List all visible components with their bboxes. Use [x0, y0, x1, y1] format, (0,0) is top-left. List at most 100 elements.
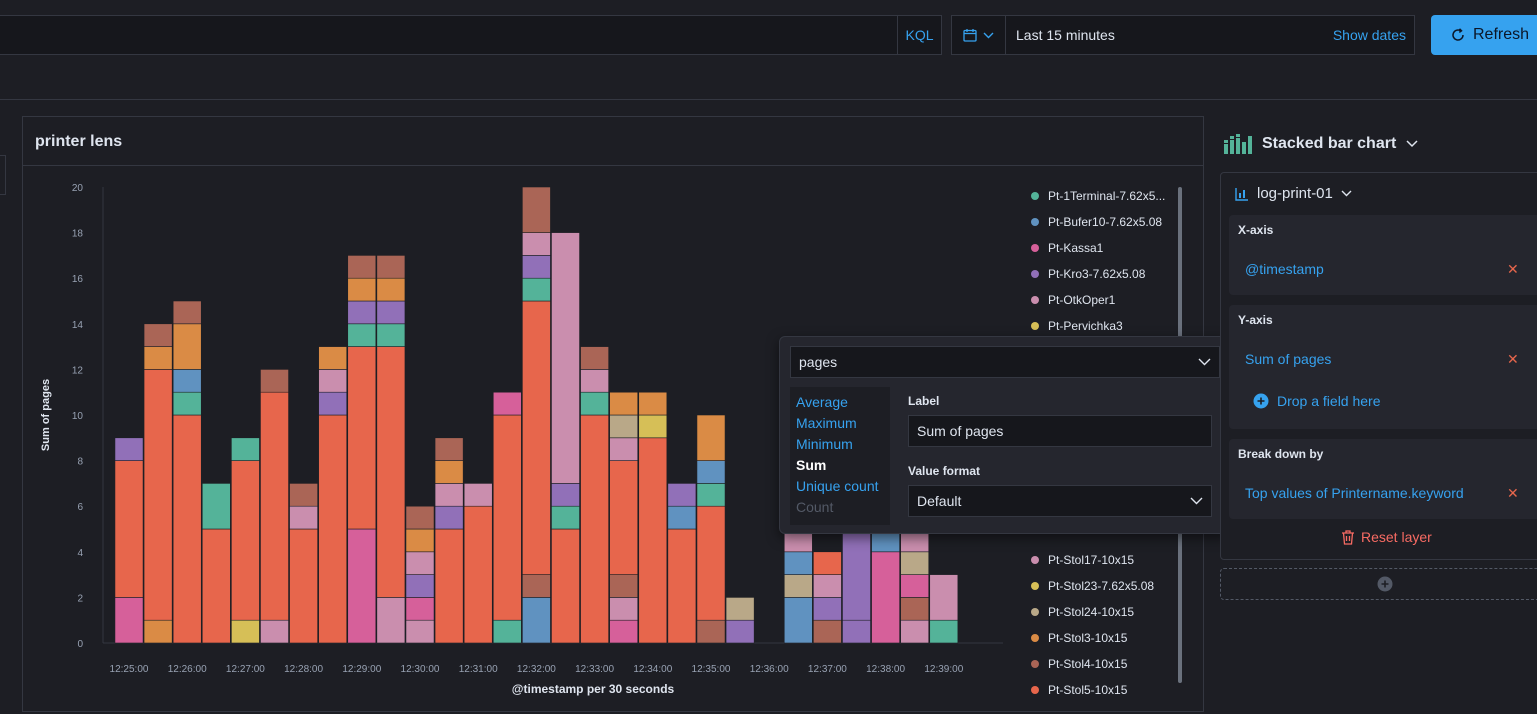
- legend-item[interactable]: Pt-Pervichka3: [1031, 316, 1123, 336]
- value-format-select[interactable]: Default: [908, 485, 1212, 517]
- breakdown-field-button[interactable]: Top values of Printername.keyword: [1245, 485, 1464, 501]
- legend-label: Pt-Stol24-10x15: [1048, 605, 1135, 619]
- bar-segment: [580, 346, 609, 370]
- x-axis-field-button[interactable]: @timestamp: [1245, 261, 1324, 277]
- bar-segment: [201, 528, 231, 644]
- remove-breakdown-icon[interactable]: ✕: [1507, 485, 1519, 501]
- bar-segment: [871, 551, 900, 644]
- y-axis-title: Sum of pages: [40, 379, 52, 451]
- bar-segment: [172, 414, 202, 644]
- collapsed-field-list-edge[interactable]: [0, 155, 6, 195]
- legend-label: Pt-Stol17-10x15: [1048, 553, 1135, 567]
- legend-item[interactable]: Pt-Kro3-7.62x5.08: [1031, 264, 1145, 284]
- bar-segment: [522, 232, 551, 256]
- bar-segment: [289, 483, 318, 507]
- bar-segment: [318, 369, 348, 393]
- legend-item[interactable]: Pt-Stol3-10x15: [1031, 628, 1127, 648]
- legend-item[interactable]: Pt-Bufer10-7.62x5.08: [1031, 212, 1162, 232]
- bar-segment: [783, 551, 813, 575]
- bar-segment: [231, 460, 260, 621]
- bar-segment: [434, 483, 464, 507]
- label-title: Label: [908, 394, 940, 408]
- x-tick-label: 12:36:00: [750, 664, 789, 675]
- dimension-editor-popover: pages Average Maximum Minimum Sum Unique…: [779, 336, 1229, 534]
- y-tick-label: 0: [77, 639, 83, 650]
- bar-segment: [376, 277, 406, 302]
- chevron-down-icon: [983, 32, 994, 38]
- drop-field-button[interactable]: Drop a field here: [1253, 393, 1381, 409]
- bar-segment: [609, 414, 639, 439]
- bar-segment: [405, 619, 435, 644]
- x-tick-label: 12:27:00: [226, 664, 265, 675]
- legend-item[interactable]: Pt-Stol17-10x15: [1031, 550, 1134, 570]
- legend-item[interactable]: Pt-OtkOper1: [1031, 290, 1115, 310]
- bar-segment: [492, 619, 522, 644]
- add-layer-button[interactable]: [1220, 568, 1537, 600]
- bar-segment: [260, 369, 289, 393]
- bar-segment: [580, 369, 609, 393]
- quick-menu-button[interactable]: [952, 16, 1006, 54]
- legend-item[interactable]: Pt-Stol5-10x15: [1031, 680, 1127, 700]
- x-tick-label: 12:37:00: [808, 664, 847, 675]
- x-tick-label: 12:30:00: [401, 664, 440, 675]
- bar-segment: [609, 597, 639, 621]
- function-minimum[interactable]: Minimum: [796, 436, 853, 452]
- legend-item[interactable]: Pt-1Terminal-7.62x5...: [1031, 186, 1165, 206]
- bar-segment: [376, 346, 406, 598]
- bar-segment: [783, 597, 813, 644]
- bar-segment: [347, 346, 377, 530]
- legend-label: Pt-Kro3-7.62x5.08: [1048, 267, 1146, 281]
- y-tick-label: 20: [72, 183, 84, 194]
- function-maximum[interactable]: Maximum: [796, 415, 857, 431]
- remove-y-axis-icon[interactable]: ✕: [1507, 351, 1519, 367]
- label-input[interactable]: Sum of pages: [908, 415, 1212, 447]
- legend-color-swatch: [1031, 192, 1039, 200]
- legend-label: Pt-Kassa1: [1048, 241, 1104, 255]
- refresh-button[interactable]: Refresh: [1431, 15, 1537, 55]
- bar-segment: [813, 551, 842, 575]
- bar-segment: [551, 505, 580, 530]
- bar-segment: [260, 619, 289, 644]
- legend-label: Pt-Stol4-10x15: [1048, 657, 1128, 671]
- legend-color-swatch: [1031, 218, 1039, 226]
- function-list: Average Maximum Minimum Sum Unique count…: [790, 387, 890, 525]
- y-tick-label: 8: [77, 457, 83, 468]
- legend-label: Pt-Pervichka3: [1048, 319, 1123, 333]
- bar-segment: [492, 391, 522, 416]
- legend-item[interactable]: Pt-Stol4-10x15: [1031, 654, 1127, 674]
- date-range-text[interactable]: Last 15 minutes: [1016, 27, 1115, 43]
- legend-item[interactable]: Pt-Kassa1: [1031, 238, 1103, 258]
- field-select[interactable]: pages: [790, 346, 1220, 378]
- bar-segment: [347, 528, 377, 644]
- y-axis-field-button[interactable]: Sum of pages: [1245, 351, 1332, 367]
- bar-segment: [900, 574, 930, 598]
- bar-segment: [376, 597, 406, 644]
- show-dates-button[interactable]: Show dates: [1332, 27, 1406, 43]
- chevron-down-icon: [1406, 140, 1418, 148]
- legend-item[interactable]: Pt-Stol23-7.62x5.08: [1031, 576, 1154, 596]
- bar-segment: [405, 528, 435, 553]
- bar-segment: [463, 505, 493, 644]
- kql-toggle-button[interactable]: KQL: [897, 16, 941, 54]
- bar-segment: [696, 619, 726, 644]
- function-sum[interactable]: Sum: [796, 457, 827, 473]
- chart-type-switcher[interactable]: Stacked bar chart: [1224, 134, 1418, 154]
- chevron-down-icon: [1341, 190, 1352, 197]
- remove-x-axis-icon[interactable]: ✕: [1507, 261, 1519, 277]
- bar-segment: [638, 391, 668, 416]
- bar-segment: [143, 323, 173, 347]
- breakdown-title: Break down by: [1238, 447, 1324, 461]
- bar-segment: [783, 574, 813, 598]
- legend-color-swatch: [1031, 634, 1039, 642]
- refresh-label: Refresh: [1473, 26, 1530, 43]
- bar-segment: [522, 300, 551, 575]
- reset-layer-button[interactable]: Reset layer: [1341, 529, 1432, 545]
- function-average[interactable]: Average: [796, 394, 848, 410]
- legend-item[interactable]: Pt-Stol24-10x15: [1031, 602, 1134, 622]
- bar-segment: [347, 277, 377, 302]
- chart-type-label: Stacked bar chart: [1262, 135, 1397, 152]
- function-unique-count[interactable]: Unique count: [796, 478, 879, 494]
- index-pattern-switcher[interactable]: log-print-01: [1235, 185, 1352, 202]
- query-input[interactable]: KQL: [0, 15, 942, 55]
- bar-segment: [434, 437, 464, 461]
